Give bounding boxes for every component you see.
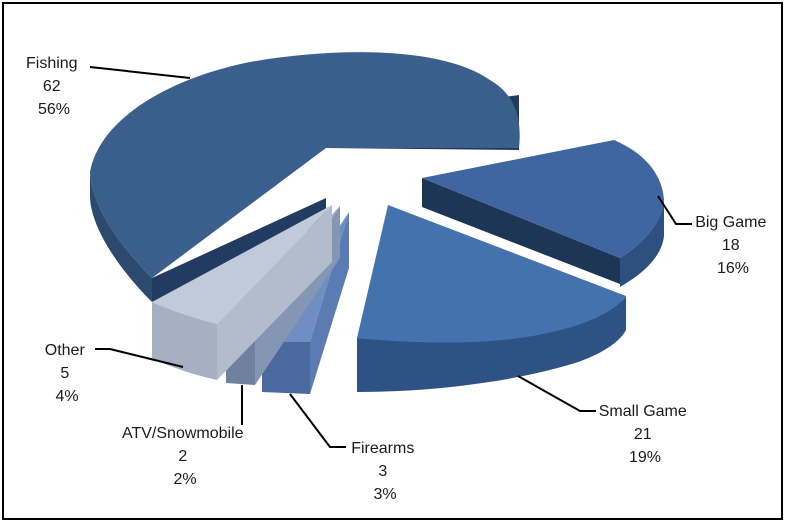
slice-small-game-wall bbox=[357, 296, 626, 392]
label-firearms-value: 3 bbox=[378, 463, 387, 480]
slice-other bbox=[152, 205, 332, 380]
label-other-value: 5 bbox=[60, 365, 69, 382]
label-small-game-percent: 19% bbox=[629, 449, 661, 466]
slice-fishing-inner-wall-2 bbox=[152, 122, 326, 302]
slice-big-game-top bbox=[422, 140, 664, 258]
label-fishing-name: Fishing bbox=[26, 55, 78, 72]
label-fishing-value: 62 bbox=[43, 78, 61, 95]
slice-other-side bbox=[217, 205, 332, 380]
label-big-game-percent: 16% bbox=[717, 260, 749, 277]
label-big-game-value: 18 bbox=[722, 237, 740, 254]
label-other: Other 5 4% bbox=[45, 342, 89, 405]
leader-line-fishing bbox=[89, 66, 191, 79]
slice-other-top bbox=[152, 205, 332, 324]
label-atv-snowmobile-name: ATV/Snowmobile bbox=[122, 425, 244, 442]
label-small-game-name: Small Game bbox=[599, 403, 687, 420]
leader-line-big-game bbox=[657, 195, 692, 225]
label-fishing: Fishing 62 56% bbox=[26, 55, 82, 118]
leader-line-small-game bbox=[517, 375, 596, 412]
slice-fishing-top bbox=[90, 52, 520, 278]
slice-fishing-wall bbox=[90, 172, 152, 302]
slice-fishing bbox=[90, 52, 520, 302]
slice-big-game-wall bbox=[620, 200, 664, 287]
slice-other-wall bbox=[152, 302, 217, 380]
slice-big-game-side bbox=[422, 178, 620, 284]
slice-small-game-top bbox=[357, 205, 626, 343]
label-big-game-name: Big Game bbox=[695, 214, 766, 231]
label-small-game-value: 21 bbox=[634, 426, 652, 443]
label-small-game: Small Game 21 19% bbox=[599, 403, 691, 466]
label-atv-snowmobile: ATV/Snowmobile 2 2% bbox=[122, 425, 248, 488]
slice-big-game bbox=[422, 140, 664, 287]
label-firearms: Firearms 3 3% bbox=[351, 440, 419, 503]
label-atv-snowmobile-value: 2 bbox=[178, 448, 187, 465]
label-atv-snowmobile-percent: 2% bbox=[173, 471, 196, 488]
leader-line-other bbox=[95, 348, 184, 368]
label-other-name: Other bbox=[45, 342, 86, 359]
label-firearms-percent: 3% bbox=[373, 486, 396, 503]
leader-line-firearms bbox=[289, 393, 346, 448]
label-other-percent: 4% bbox=[55, 388, 78, 405]
slice-small-game bbox=[357, 205, 626, 392]
label-firearms-name: Firearms bbox=[351, 440, 414, 457]
label-fishing-percent: 56% bbox=[38, 101, 70, 118]
label-big-game: Big Game 18 16% bbox=[695, 214, 771, 277]
